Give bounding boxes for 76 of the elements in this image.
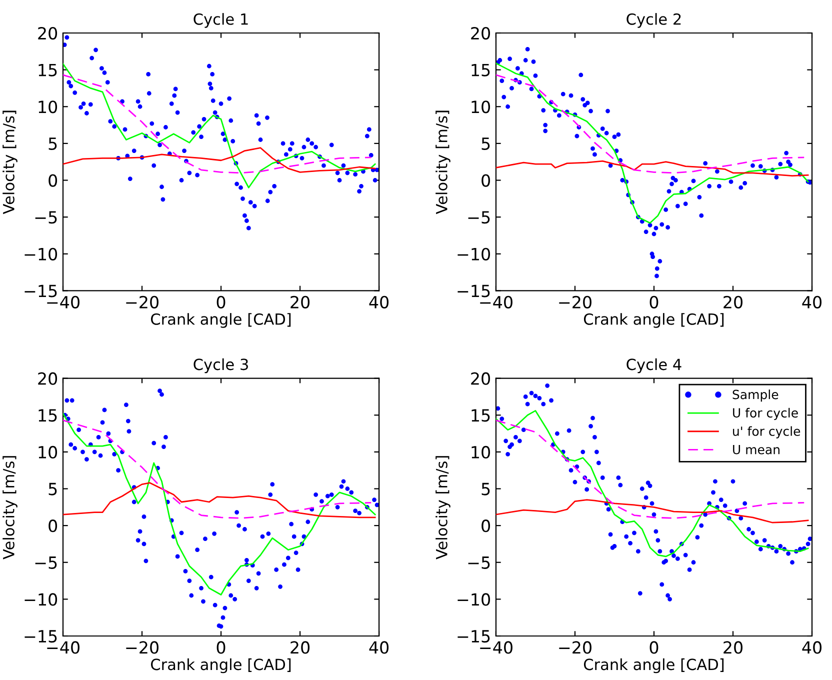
y-tick-label: 15 [38, 64, 57, 76]
x-axis-title: Crank angle [CAD] [151, 313, 291, 328]
x-tick-label: 0 [216, 296, 226, 308]
y-tick-label: 20 [38, 26, 58, 40]
y-tick-label: 0 [482, 174, 490, 187]
y-tick-label: −10 [458, 248, 490, 260]
y-tick-label: −5 [35, 211, 57, 224]
x-axis-title: Crank angle [CAD] [584, 658, 724, 674]
x-tick-label: −40 [480, 641, 512, 654]
y-tick-label: −10 [24, 593, 58, 606]
x-tick-label: 0 [650, 296, 658, 308]
y-axis-title: Velocity [m/s] [2, 456, 18, 560]
y-tick-label: 10 [472, 446, 490, 459]
y-tick-label: 15 [38, 409, 57, 422]
y-tick-label: 20 [38, 372, 58, 385]
y-tick-label: 0 [482, 520, 490, 532]
y-axis-title: Velocity [m/s] [2, 110, 18, 214]
y-axis-title: Velocity [m/s] [436, 110, 450, 214]
x-tick-label: −20 [559, 641, 592, 654]
x-tick-label: −20 [126, 296, 158, 308]
x-tick-label: 20 [724, 641, 742, 654]
y-tick-label: 10 [38, 100, 58, 114]
x-tick-label: −20 [559, 296, 592, 308]
line-series [496, 160, 809, 177]
y-tick-label: 5 [482, 138, 490, 150]
chart-title: Cycle 3 [194, 358, 248, 374]
y-tick-label: −5 [468, 211, 490, 224]
legend-label: U mean [733, 444, 780, 454]
line-series [496, 74, 805, 174]
x-axis-title: Crank angle [CAD] [584, 313, 724, 328]
x-tick-label: 40 [369, 641, 389, 654]
legend-label: Sample [732, 390, 778, 402]
y-tick-label: 5 [48, 482, 57, 496]
chart-title: Cycle 2 [626, 13, 681, 28]
x-tick-label: 0 [216, 641, 226, 654]
x-axis-title: Crank angle [CAD] [151, 658, 291, 674]
y-tick-label: −15 [458, 284, 490, 298]
x-tick-label: −40 [480, 296, 512, 308]
line-series [63, 412, 376, 596]
y-tick-label: −15 [24, 630, 57, 643]
line-series [496, 420, 805, 519]
y-tick-label: −5 [468, 556, 490, 569]
chart-title: Cycle 1 [194, 13, 248, 28]
legend-label: u' for cycle [733, 426, 800, 438]
y-tick-label: 20 [471, 26, 490, 40]
y-axis-title: Velocity [m/s] [436, 456, 450, 560]
chart-title: Cycle 4 [626, 358, 682, 374]
y-tick-label: −10 [458, 593, 490, 606]
x-tick-label: −40 [47, 641, 80, 654]
line-series [496, 499, 809, 524]
legend-label: U for cycle [733, 408, 798, 420]
x-tick-label: 40 [802, 296, 822, 308]
x-tick-label: 20 [290, 641, 310, 654]
y-tick-label: 10 [38, 446, 58, 459]
line-series [63, 63, 376, 188]
y-tick-label: 0 [48, 174, 58, 187]
y-tick-label: 15 [472, 409, 490, 422]
y-tick-label: −15 [24, 284, 57, 298]
x-tick-label: 40 [802, 641, 822, 654]
x-tick-label: −40 [47, 296, 80, 308]
x-tick-label: 0 [650, 641, 658, 654]
y-tick-label: −10 [24, 248, 58, 260]
y-tick-label: 5 [482, 482, 490, 496]
line-series [63, 482, 376, 518]
y-tick-label: 5 [48, 138, 57, 150]
x-tick-label: −20 [126, 641, 158, 654]
y-tick-label: 15 [472, 64, 490, 76]
y-tick-label: 10 [472, 100, 490, 114]
line-series [63, 74, 372, 174]
x-tick-label: 40 [369, 296, 389, 308]
y-tick-label: 20 [471, 372, 490, 385]
y-tick-label: −5 [35, 556, 57, 569]
x-tick-label: 20 [290, 296, 310, 308]
y-tick-label: −15 [458, 630, 490, 643]
y-tick-label: 0 [48, 520, 58, 532]
x-tick-label: 20 [724, 296, 742, 308]
